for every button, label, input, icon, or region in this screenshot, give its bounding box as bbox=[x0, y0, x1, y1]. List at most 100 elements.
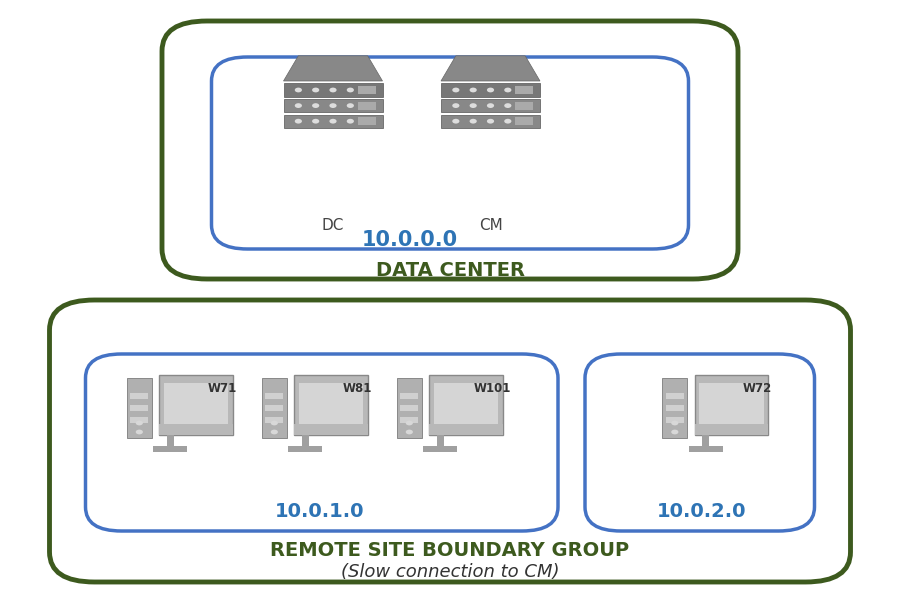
FancyBboxPatch shape bbox=[666, 405, 684, 411]
FancyBboxPatch shape bbox=[434, 383, 499, 426]
FancyBboxPatch shape bbox=[429, 424, 503, 435]
Circle shape bbox=[671, 421, 679, 425]
FancyBboxPatch shape bbox=[441, 83, 540, 97]
Circle shape bbox=[312, 103, 319, 108]
FancyBboxPatch shape bbox=[666, 417, 684, 423]
FancyBboxPatch shape bbox=[164, 383, 229, 426]
Text: W101: W101 bbox=[473, 382, 510, 395]
Text: W81: W81 bbox=[342, 382, 372, 395]
Circle shape bbox=[521, 88, 529, 92]
FancyBboxPatch shape bbox=[153, 446, 187, 452]
Text: DC: DC bbox=[322, 217, 344, 232]
Text: W71: W71 bbox=[207, 382, 237, 395]
Circle shape bbox=[329, 103, 337, 108]
FancyBboxPatch shape bbox=[284, 99, 382, 112]
FancyBboxPatch shape bbox=[166, 435, 174, 446]
Circle shape bbox=[504, 103, 511, 108]
FancyBboxPatch shape bbox=[159, 375, 233, 435]
FancyBboxPatch shape bbox=[130, 393, 148, 399]
Circle shape bbox=[453, 119, 460, 124]
Text: 10.0.1.0: 10.0.1.0 bbox=[274, 502, 364, 521]
Circle shape bbox=[329, 88, 337, 92]
FancyBboxPatch shape bbox=[262, 378, 287, 438]
FancyBboxPatch shape bbox=[662, 378, 688, 438]
FancyBboxPatch shape bbox=[358, 117, 375, 125]
Circle shape bbox=[453, 103, 460, 108]
FancyBboxPatch shape bbox=[358, 101, 375, 110]
Circle shape bbox=[329, 119, 337, 124]
Circle shape bbox=[346, 119, 354, 124]
Text: 10.0.2.0: 10.0.2.0 bbox=[657, 502, 747, 521]
FancyBboxPatch shape bbox=[266, 405, 284, 411]
Polygon shape bbox=[284, 56, 382, 81]
FancyBboxPatch shape bbox=[302, 435, 309, 446]
Circle shape bbox=[470, 88, 477, 92]
FancyBboxPatch shape bbox=[688, 446, 723, 452]
FancyBboxPatch shape bbox=[127, 378, 152, 438]
Circle shape bbox=[346, 88, 354, 92]
FancyBboxPatch shape bbox=[699, 383, 764, 426]
FancyBboxPatch shape bbox=[695, 375, 769, 435]
Circle shape bbox=[364, 88, 372, 92]
FancyBboxPatch shape bbox=[294, 424, 368, 435]
Circle shape bbox=[312, 119, 319, 124]
Circle shape bbox=[521, 119, 529, 124]
FancyBboxPatch shape bbox=[50, 300, 850, 582]
Text: CM: CM bbox=[479, 217, 502, 232]
FancyBboxPatch shape bbox=[515, 101, 533, 110]
Text: (Slow connection to CM): (Slow connection to CM) bbox=[341, 563, 559, 581]
Circle shape bbox=[470, 103, 477, 108]
Circle shape bbox=[521, 103, 529, 108]
Circle shape bbox=[487, 103, 494, 108]
Text: DATA CENTER: DATA CENTER bbox=[375, 261, 525, 280]
FancyBboxPatch shape bbox=[702, 435, 709, 446]
Circle shape bbox=[312, 88, 319, 92]
Text: 10.0.0.0: 10.0.0.0 bbox=[362, 230, 457, 250]
FancyBboxPatch shape bbox=[130, 417, 148, 423]
Circle shape bbox=[504, 88, 511, 92]
FancyBboxPatch shape bbox=[266, 417, 284, 423]
FancyBboxPatch shape bbox=[695, 424, 769, 435]
FancyBboxPatch shape bbox=[441, 99, 540, 112]
FancyBboxPatch shape bbox=[284, 115, 382, 128]
Circle shape bbox=[295, 88, 302, 92]
FancyBboxPatch shape bbox=[400, 417, 418, 423]
Circle shape bbox=[406, 421, 413, 425]
Circle shape bbox=[487, 88, 494, 92]
Circle shape bbox=[346, 103, 354, 108]
FancyBboxPatch shape bbox=[159, 424, 233, 435]
Circle shape bbox=[271, 430, 278, 434]
FancyBboxPatch shape bbox=[397, 378, 422, 438]
FancyBboxPatch shape bbox=[212, 57, 688, 249]
Polygon shape bbox=[441, 56, 540, 81]
Circle shape bbox=[271, 421, 278, 425]
Circle shape bbox=[470, 119, 477, 124]
Circle shape bbox=[136, 430, 143, 434]
Circle shape bbox=[295, 119, 302, 124]
FancyBboxPatch shape bbox=[162, 21, 738, 279]
FancyBboxPatch shape bbox=[358, 86, 375, 94]
Circle shape bbox=[453, 88, 460, 92]
Text: W72: W72 bbox=[742, 382, 772, 395]
Circle shape bbox=[364, 119, 372, 124]
Circle shape bbox=[295, 103, 302, 108]
FancyBboxPatch shape bbox=[284, 83, 382, 97]
FancyBboxPatch shape bbox=[400, 405, 418, 411]
FancyBboxPatch shape bbox=[429, 375, 503, 435]
Circle shape bbox=[671, 430, 679, 434]
Text: REMOTE SITE BOUNDARY GROUP: REMOTE SITE BOUNDARY GROUP bbox=[270, 541, 630, 560]
Circle shape bbox=[487, 119, 494, 124]
FancyBboxPatch shape bbox=[441, 115, 540, 128]
FancyBboxPatch shape bbox=[666, 393, 684, 399]
Circle shape bbox=[364, 103, 372, 108]
Circle shape bbox=[136, 421, 143, 425]
Circle shape bbox=[406, 430, 413, 434]
FancyBboxPatch shape bbox=[436, 435, 444, 446]
FancyBboxPatch shape bbox=[294, 375, 368, 435]
FancyBboxPatch shape bbox=[585, 354, 814, 531]
FancyBboxPatch shape bbox=[288, 446, 322, 452]
FancyBboxPatch shape bbox=[515, 117, 533, 125]
FancyBboxPatch shape bbox=[515, 86, 533, 94]
FancyBboxPatch shape bbox=[130, 405, 148, 411]
FancyBboxPatch shape bbox=[423, 446, 457, 452]
